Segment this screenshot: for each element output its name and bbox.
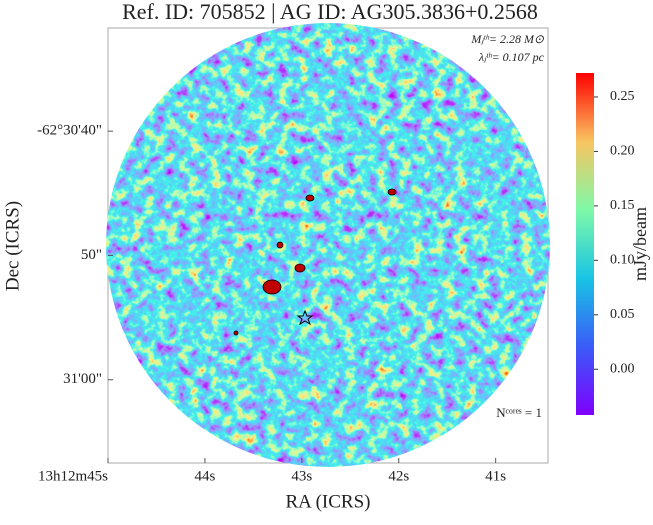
- y-tick-label: -62°30'40": [37, 123, 102, 139]
- y-tick-label: 31'00": [63, 371, 102, 387]
- colorbar: [576, 73, 594, 415]
- source-star: [296, 309, 314, 326]
- x-axis-label: RA (ICRS): [286, 491, 371, 512]
- x-tick-label: 42s: [388, 468, 409, 484]
- colorbar-tick-label: 0.25: [610, 89, 635, 104]
- colorbar-tick-label: 0.20: [610, 144, 635, 159]
- x-tick-label: 41s: [485, 468, 506, 484]
- x-tick-label: 43s: [291, 468, 312, 484]
- colorbar-tick-label: 0.05: [610, 307, 635, 322]
- intensity-map: [106, 23, 550, 467]
- colorbar-label: mJy/beam: [630, 207, 650, 281]
- colorbar-tick-label: 0.10: [610, 253, 635, 268]
- annotation: λⱼᵗʰ= 0.107 pc: [478, 50, 545, 64]
- colorbar-tick-label: 0.15: [610, 198, 635, 213]
- annotation: Mⱼᵗʰ= 2.28 M⊙: [470, 32, 545, 46]
- y-axis-label: Dec (ICRS): [2, 201, 23, 291]
- colorbar-tick-label: 0.00: [610, 361, 635, 376]
- y-tick-label: 50": [81, 247, 102, 263]
- x-tick-label: 13h12m45s: [38, 468, 108, 484]
- x-tick-label: 44s: [194, 468, 215, 484]
- annotation: Nᶜᵒʳᵉˢ = 1: [496, 405, 542, 420]
- chart-title: Ref. ID: 705852 | AG ID: AG305.3836+0.25…: [122, 0, 538, 24]
